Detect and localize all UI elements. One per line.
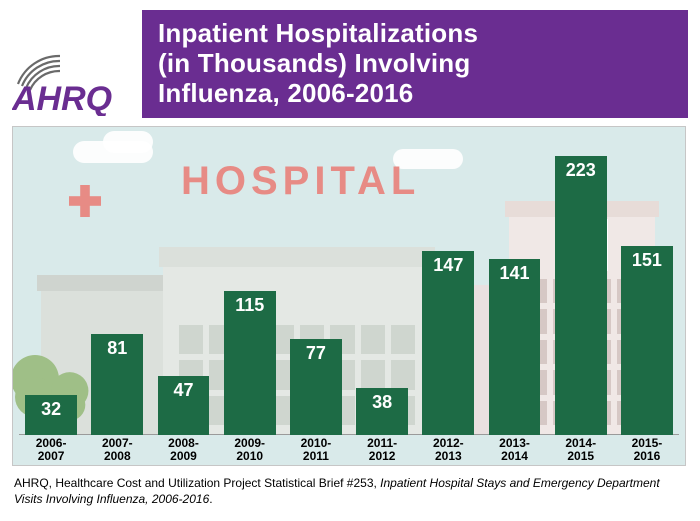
bar-value-label: 32 xyxy=(25,399,77,420)
bar-value-label: 151 xyxy=(621,250,673,271)
bar-category-label: 2008- 2009 xyxy=(155,437,211,463)
bar-category-label: 2015- 2016 xyxy=(619,437,675,463)
bars-layer: 322006- 2007812007- 2008472008- 20091152… xyxy=(13,127,685,465)
bar-category-label: 2007- 2008 xyxy=(89,437,145,463)
bar: 115 xyxy=(224,291,276,435)
title-line-2: (in Thousands) Involving xyxy=(158,48,470,78)
bar-column: 772010- 2011 xyxy=(288,339,344,435)
bar-value-label: 141 xyxy=(489,263,541,284)
bar-value-label: 47 xyxy=(158,380,210,401)
bar-column: 472008- 2009 xyxy=(155,376,211,435)
bar-category-label: 2011- 2012 xyxy=(354,437,410,463)
title-line-1: Inpatient Hospitalizations xyxy=(158,18,478,48)
bar-column: 1412013- 2014 xyxy=(486,259,542,435)
bar-column: 1152009- 2010 xyxy=(222,291,278,435)
bar-column: 1512015- 2016 xyxy=(619,246,675,435)
bar-value-label: 223 xyxy=(555,160,607,181)
bar: 151 xyxy=(621,246,673,435)
bar-column: 2232014- 2015 xyxy=(553,156,609,435)
bar: 47 xyxy=(158,376,210,435)
bar: 32 xyxy=(25,395,77,435)
chart-area: HOSPITAL 322006- 2007812007- 2008472008-… xyxy=(12,126,686,466)
title-line-3: Influenza, 2006-2016 xyxy=(158,78,413,108)
bar: 81 xyxy=(91,334,143,435)
bar-value-label: 38 xyxy=(356,392,408,413)
bar-column: 382011- 2012 xyxy=(354,388,410,436)
title-bar: Inpatient Hospitalizations (in Thousands… xyxy=(142,10,688,118)
bar-value-label: 81 xyxy=(91,338,143,359)
bar-category-label: 2010- 2011 xyxy=(288,437,344,463)
source-prefix: AHRQ, Healthcare Cost and Utilization Pr… xyxy=(14,476,380,490)
bar: 147 xyxy=(422,251,474,435)
bar-category-label: 2009- 2010 xyxy=(222,437,278,463)
bar-column: 322006- 2007 xyxy=(23,395,79,435)
bar-category-label: 2006- 2007 xyxy=(23,437,79,463)
source-citation: AHRQ, Healthcare Cost and Utilization Pr… xyxy=(12,476,688,507)
header: Inpatient Hospitalizations (in Thousands… xyxy=(12,10,688,118)
bar-column: 1472012- 2013 xyxy=(420,251,476,435)
bar: 77 xyxy=(290,339,342,435)
bar-value-label: 147 xyxy=(422,255,474,276)
ahrq-logo: AHRQ xyxy=(12,54,147,116)
bar-category-label: 2012- 2013 xyxy=(420,437,476,463)
bar: 141 xyxy=(489,259,541,435)
bar-category-label: 2013- 2014 xyxy=(486,437,542,463)
bar-value-label: 77 xyxy=(290,343,342,364)
source-suffix: . xyxy=(209,492,212,506)
ahrq-logo-text: AHRQ xyxy=(12,80,112,116)
bar-value-label: 115 xyxy=(224,295,276,316)
bar-category-label: 2014- 2015 xyxy=(553,437,609,463)
page-title: Inpatient Hospitalizations (in Thousands… xyxy=(158,19,478,109)
bar: 38 xyxy=(356,388,408,436)
bar: 223 xyxy=(555,156,607,435)
bar-column: 812007- 2008 xyxy=(89,334,145,435)
